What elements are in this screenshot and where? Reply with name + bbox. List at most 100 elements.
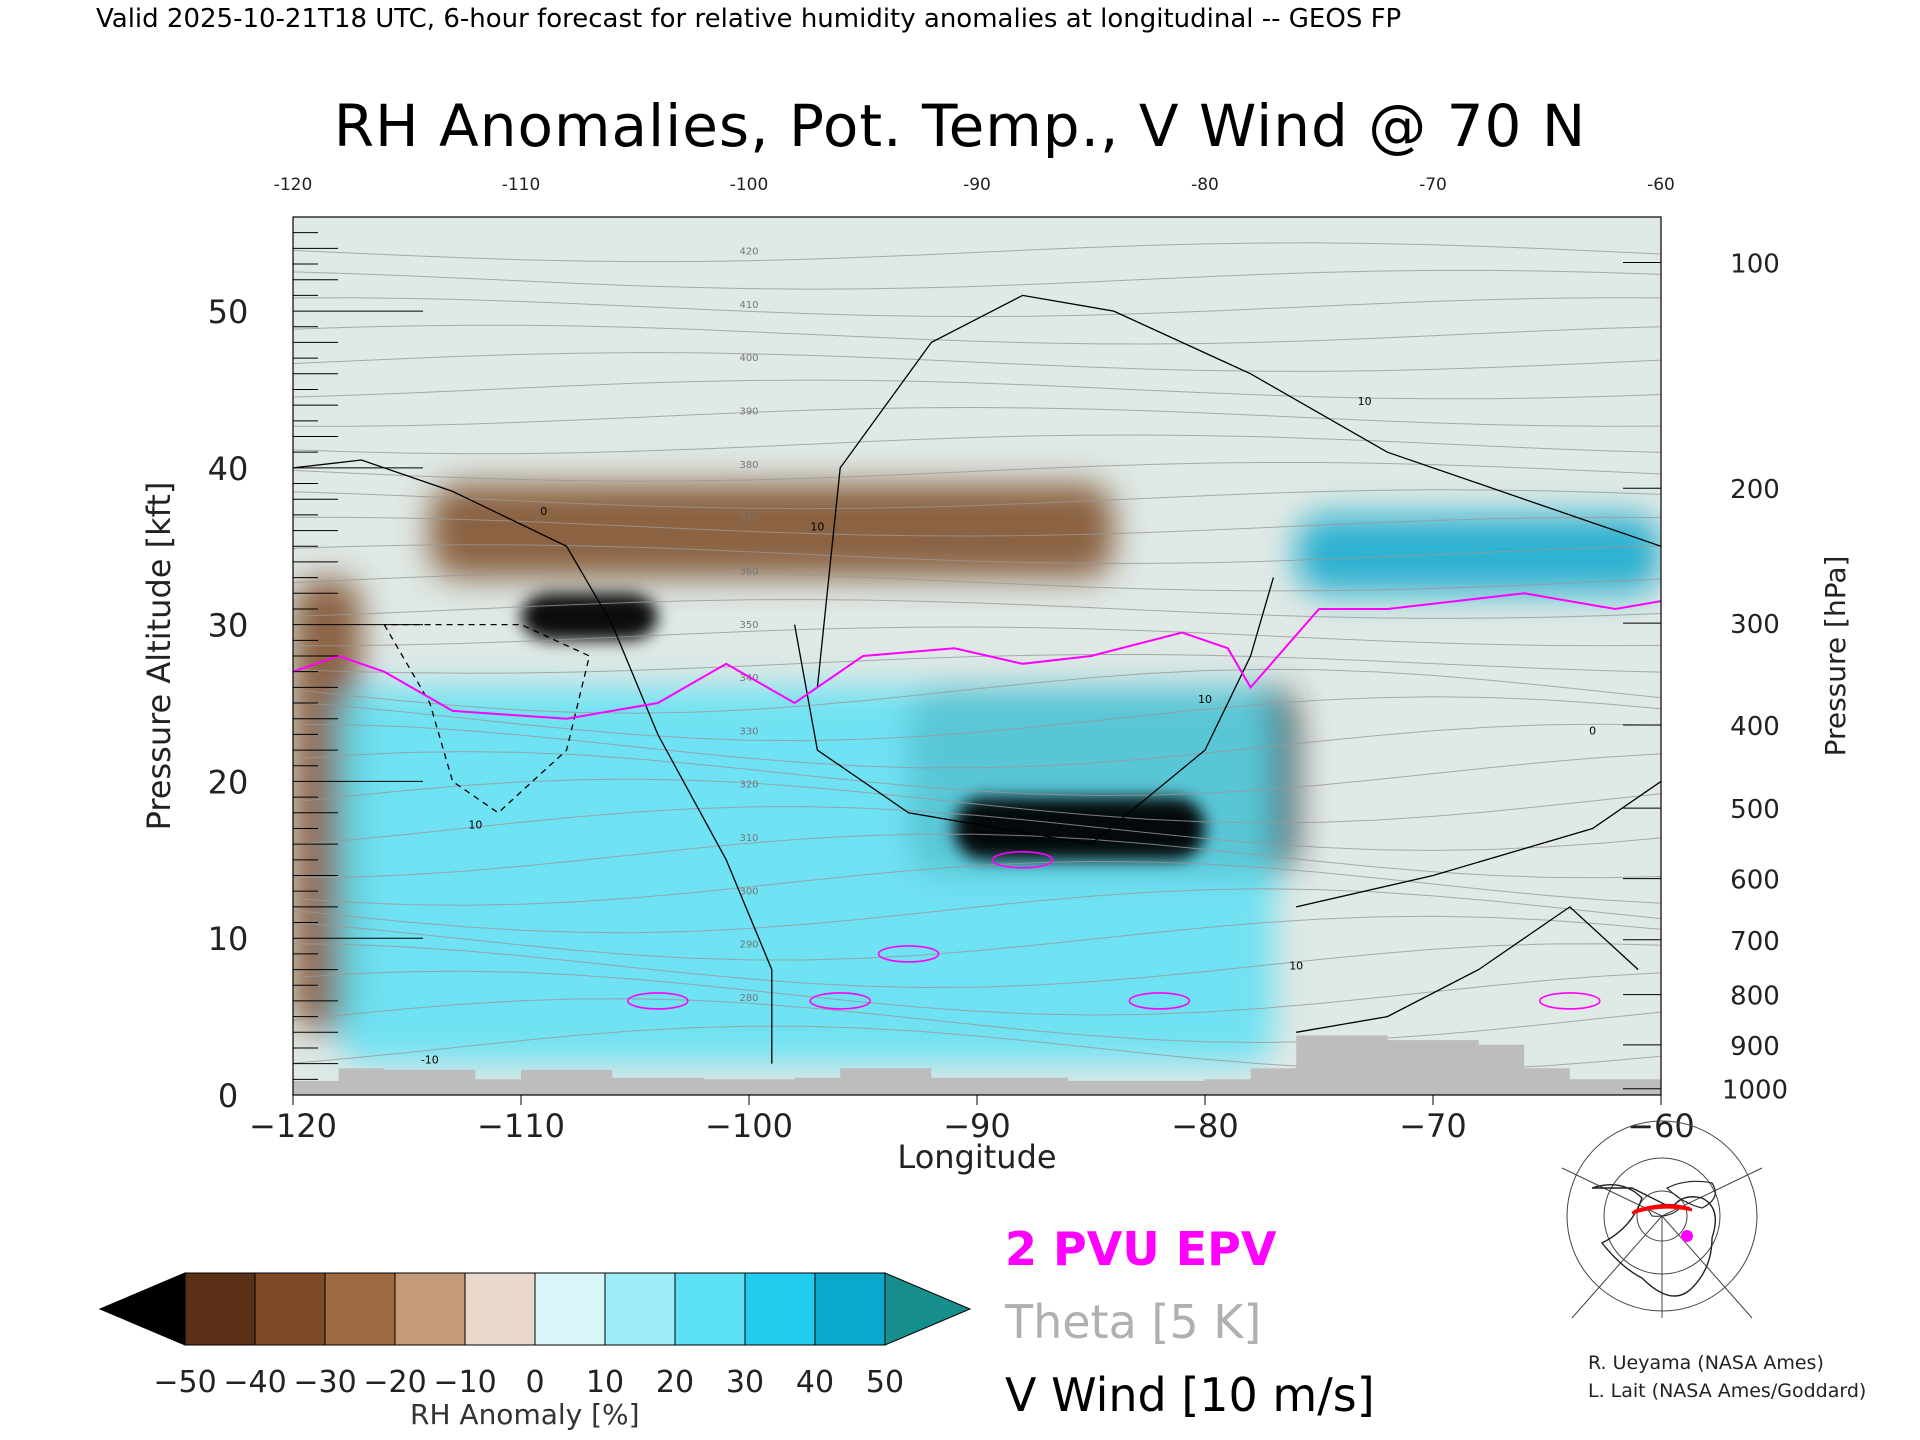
theta-isentrope xyxy=(293,778,1661,824)
pvu-2-contour-blob xyxy=(877,945,940,963)
colorbar-segment xyxy=(184,1272,256,1346)
colorbar-over-arrow xyxy=(884,1272,972,1346)
theta-label: 370 xyxy=(739,513,758,524)
x-axis-label: Longitude xyxy=(897,1138,1056,1176)
theta-contours: 280 290 300 310 320 330 340 350 360 370 380 390 400 4… xyxy=(293,242,1661,1071)
vwind-contour-label: 10 xyxy=(468,818,482,831)
pvu-contour xyxy=(293,592,1661,1010)
colorbar-segment xyxy=(744,1272,816,1346)
colorbar-label: RH Anomaly [%] xyxy=(410,1398,640,1431)
top-tick-label: -80 xyxy=(1191,175,1219,195)
legend-vwind: V Wind [10 m/s] xyxy=(1005,1368,1375,1422)
location-marker xyxy=(1681,1230,1693,1242)
theta-isentrope xyxy=(293,915,1661,961)
pressure-tick-label: 500 xyxy=(1730,795,1780,825)
pvu-2-contour-blob xyxy=(1128,992,1191,1010)
axes: −120-120−110-110−100-100−90-90−80-80−70-… xyxy=(208,175,1788,1145)
vwind-contour-label: 0 xyxy=(1589,724,1596,737)
colorbar-tick-label: −50 xyxy=(153,1365,216,1400)
pressure-tick-label: 800 xyxy=(1730,982,1780,1012)
vwind-contour-line xyxy=(293,459,773,1064)
y-tick-label: 40 xyxy=(208,450,249,488)
vwind-contour-line xyxy=(383,623,591,814)
colorbar-segment xyxy=(674,1272,746,1346)
theta-isentrope xyxy=(293,888,1661,934)
colorbar-tick-label: −30 xyxy=(293,1365,356,1400)
colorbar-tick-label: −20 xyxy=(363,1365,426,1400)
theta-isentrope xyxy=(293,324,1661,345)
theta-isentrope xyxy=(293,751,1661,796)
theta-isentrope xyxy=(293,626,1661,647)
theta-isentrope xyxy=(293,860,1661,906)
chart-title: RH Anomalies, Pot. Temp., V Wind @ 70 N xyxy=(333,92,1587,160)
theta-isentrope xyxy=(293,242,1661,263)
vwind-contour-label: 10 xyxy=(810,521,824,534)
pressure-tick-label: 900 xyxy=(1730,1032,1780,1062)
theta-isentrope xyxy=(293,297,1661,318)
locator-map xyxy=(1561,1120,1763,1319)
colorbar-segment xyxy=(324,1272,396,1346)
pressure-tick-label: 200 xyxy=(1730,475,1780,505)
x-tick-label: −100 xyxy=(705,1107,793,1145)
terrain-mask xyxy=(293,1035,1661,1095)
vwind-contour-line xyxy=(1296,906,1639,1033)
top-tick-label: -70 xyxy=(1419,175,1447,195)
legend-pvu-epv: 2 PVU EPV xyxy=(1005,1222,1277,1276)
theta-label: 310 xyxy=(739,833,758,844)
pressure-tick-label: 300 xyxy=(1730,610,1780,640)
vwind-contour-label: -10 xyxy=(421,1054,439,1067)
valid-time-line: Valid 2025-10-21T18 UTC, 6-hour forecast… xyxy=(96,4,1402,34)
colorbar-segment xyxy=(394,1272,466,1346)
theta-label: 330 xyxy=(739,726,758,737)
theta-label: 410 xyxy=(739,300,758,311)
colorbar-under-arrow xyxy=(98,1272,186,1346)
theta-label: 300 xyxy=(739,886,758,897)
terrain-fill xyxy=(293,1035,1661,1095)
vwind-contour-label: 0 xyxy=(540,505,547,518)
top-tick-label: -100 xyxy=(730,175,769,195)
rh-anomaly-blob xyxy=(954,797,1205,860)
vwind-contour-label: 10 xyxy=(1198,693,1212,706)
theta-isentrope xyxy=(293,352,1661,372)
colorbar-tick-label: 0 xyxy=(525,1365,544,1400)
rh-anomaly-blob xyxy=(338,687,1274,1064)
pressure-tick-label: 600 xyxy=(1730,866,1780,896)
pvu-2-contour-blob xyxy=(626,992,689,1010)
colorbar-tick-label: 50 xyxy=(866,1365,904,1400)
theta-label: 340 xyxy=(739,673,758,684)
vwind-contour-label: 10 xyxy=(1289,960,1303,973)
theta-isentrope xyxy=(293,943,1661,989)
vwind-contour-line xyxy=(793,577,1275,845)
theta-label: 290 xyxy=(739,940,758,951)
theta-label: 420 xyxy=(739,247,758,258)
theta-isentrope xyxy=(293,833,1661,879)
theta-isentrope xyxy=(293,696,1661,742)
theta-label: 280 xyxy=(739,993,758,1004)
rh-anomaly-blob xyxy=(1296,514,1661,594)
colorbar-tick-label: 30 xyxy=(726,1365,764,1400)
pvu-2-contour-blob xyxy=(1539,992,1601,1010)
pvu-2-contour-blob xyxy=(809,992,872,1010)
y-tick-label: 30 xyxy=(208,607,249,645)
vwind-contour-line xyxy=(1296,780,1661,908)
colorbar-tick-label: 10 xyxy=(586,1365,624,1400)
top-tick-label: -60 xyxy=(1647,175,1675,195)
y-tick-label: 50 xyxy=(208,293,249,331)
pvu-2-contour-line xyxy=(293,592,1661,720)
theta-isentrope xyxy=(293,998,1661,1044)
colorbar-segment xyxy=(814,1272,886,1346)
theta-label: 320 xyxy=(739,780,758,791)
credit-line-1: R. Ueyama (NASA Ames) xyxy=(1588,1352,1824,1374)
legend-theta: Theta [5 K] xyxy=(1005,1295,1262,1349)
theta-isentrope xyxy=(293,806,1661,851)
colorbar-tick-label: −10 xyxy=(433,1365,496,1400)
theta-isentrope xyxy=(293,434,1661,455)
credit-line-2: L. Lait (NASA Ames/Goddard) xyxy=(1588,1380,1867,1402)
top-tick-label: -110 xyxy=(502,175,541,195)
x-tick-label: −120 xyxy=(249,1107,337,1145)
theta-isentrope xyxy=(293,599,1661,619)
theta-label: 390 xyxy=(739,407,758,418)
theta-isentrope xyxy=(293,269,1661,290)
y-tick-label: 10 xyxy=(208,920,249,958)
